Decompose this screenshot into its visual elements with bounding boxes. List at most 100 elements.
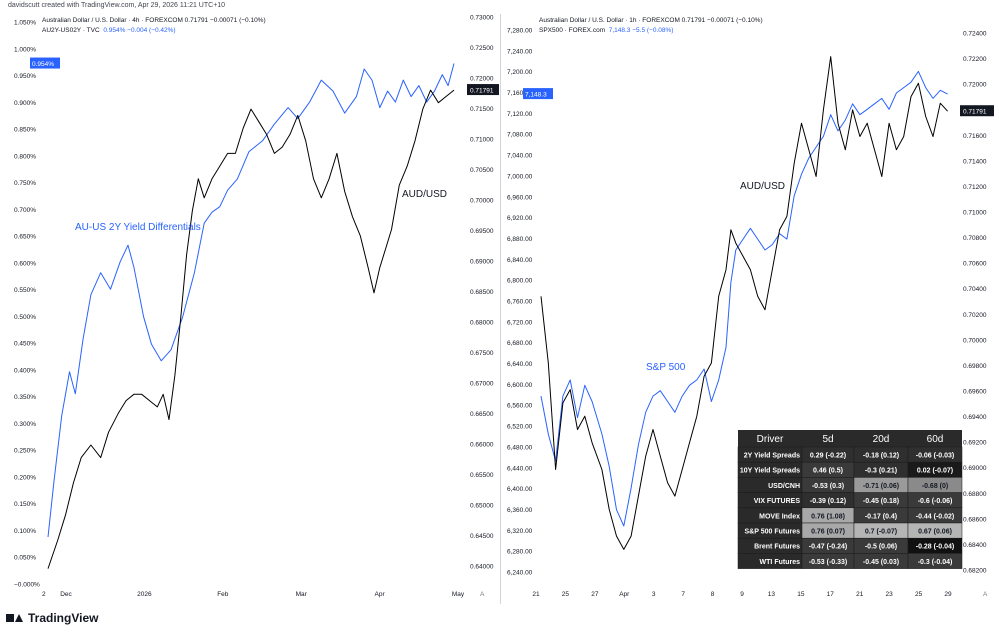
y-tick-left: 1.000% xyxy=(14,46,36,53)
x-tick: Apr xyxy=(619,591,630,598)
y-tick-left: 6,560.00 xyxy=(507,403,533,410)
y-tick-right: 0.69000 xyxy=(470,259,494,266)
legend-right-series2-values: 7,148.3 −5.5 (−0.08%) xyxy=(608,27,674,34)
y-tick-right: 0.72000 xyxy=(963,82,987,89)
badge-left-value: 7,148.3 xyxy=(525,92,547,99)
y-tick-left: 6,760.00 xyxy=(507,299,533,306)
table-header-label: 20d xyxy=(873,434,890,445)
legend-right-series2-name: SPX500 · FOREX.com xyxy=(539,27,606,34)
table-value: 0.7 (-0.07) xyxy=(865,529,897,536)
x-tick: Apr xyxy=(375,591,386,598)
legend-left: Australian Dollar / U.S. Dollar · 4h · F… xyxy=(42,16,266,36)
x-tick: 21 xyxy=(532,591,540,598)
y-tick-right: 0.71600 xyxy=(963,133,987,140)
y-tick-right: 0.70000 xyxy=(963,337,987,344)
annotation-blue: S&P 500 xyxy=(646,362,686,373)
table-value: -0.39 (0.12) xyxy=(810,498,846,505)
y-tick-left: 0.550% xyxy=(14,287,36,294)
table-value: 0.67 (0.06) xyxy=(918,529,952,536)
table-value: 0.76 (0.07) xyxy=(811,529,845,536)
y-tick-left: 6,680.00 xyxy=(507,340,533,347)
y-tick-right: 0.66000 xyxy=(470,442,494,449)
table-value: -0.5 (0.06) xyxy=(865,544,897,551)
y-tick-right: 0.69200 xyxy=(963,440,987,447)
table-row-label: S&P 500 Futures xyxy=(744,529,800,536)
y-tick-right: 0.72500 xyxy=(470,45,494,52)
x-tick: 8 xyxy=(711,591,715,598)
y-tick-right: 0.69500 xyxy=(470,228,494,235)
table-value: -0.47 (-0.24) xyxy=(809,544,848,551)
y-tick-right: 0.71400 xyxy=(963,158,987,165)
credit-line: davidscutt created with TradingView.com,… xyxy=(8,2,226,9)
y-tick-right: 0.71000 xyxy=(963,210,987,217)
y-tick-right: 0.64500 xyxy=(470,533,494,540)
y-tick-left: 7,160.00 xyxy=(507,90,533,97)
y-tick-left: 6,360.00 xyxy=(507,507,533,514)
table-cell xyxy=(907,553,963,569)
table-value: -0.44 (-0.02) xyxy=(916,513,955,520)
y-tick-left: 6,720.00 xyxy=(507,319,533,326)
y-tick-left: 0.150% xyxy=(14,501,36,508)
y-tick-left: 6,240.00 xyxy=(507,570,533,577)
tradingview-brand[interactable]: TradingView xyxy=(6,611,98,625)
table-header-label: 5d xyxy=(822,434,833,445)
y-tick-left: 1.050% xyxy=(14,20,36,27)
table-row-label: VIX FUTURES xyxy=(754,498,801,505)
legend-right-line1: Australian Dollar / U.S. Dollar · 1h · F… xyxy=(539,17,763,24)
y-tick-left: 6,920.00 xyxy=(507,215,533,222)
x-edge-right: A xyxy=(983,591,988,598)
badge-right-bg xyxy=(467,84,501,96)
y-tick-left: 7,120.00 xyxy=(507,111,533,118)
table-value: -0.53 (-0.33) xyxy=(809,559,848,566)
y-tick-left: 6,400.00 xyxy=(507,486,533,493)
x-tick: 23 xyxy=(886,591,894,598)
blue-series-line xyxy=(540,70,948,527)
table-value: -0.28 (-0.04) xyxy=(916,544,955,551)
y-tick-left: 0.650% xyxy=(14,234,36,241)
table-header-cell xyxy=(738,430,802,447)
y-tick-left: 0.800% xyxy=(14,153,36,160)
badge-right-value: 0.71791 xyxy=(963,109,987,116)
y-tick-left: 0.200% xyxy=(14,474,36,481)
y-tick-right: 0.70800 xyxy=(963,235,987,242)
y-tick-right: 0.69800 xyxy=(963,363,987,370)
x-tick: 17 xyxy=(827,591,835,598)
y-tick-right: 0.70600 xyxy=(963,261,987,268)
table-value: 0.02 (-0.07) xyxy=(917,468,953,475)
chart-panel-left[interactable]: Australian Dollar / U.S. Dollar · 4h · F… xyxy=(0,14,501,604)
table-value: 0.76 (1.08) xyxy=(811,513,845,520)
y-tick-left: 0.050% xyxy=(14,555,36,562)
y-tick-right: 0.68400 xyxy=(963,542,987,549)
y-tick-right: 0.69400 xyxy=(963,414,987,421)
y-tick-right: 0.73000 xyxy=(470,15,494,22)
y-tick-right: 0.71500 xyxy=(470,106,494,113)
x-tick: 29 xyxy=(944,591,952,598)
table-row-label: 2Y Yield Spreads xyxy=(744,453,800,460)
y-tick-right: 0.72000 xyxy=(470,76,494,83)
y-tick-right: 0.67000 xyxy=(470,381,494,388)
y-tick-right: 0.68600 xyxy=(963,516,987,523)
y-tick-left: 0.750% xyxy=(14,180,36,187)
table-value: -0.45 (0.03) xyxy=(863,559,899,566)
y-tick-left: −0.000% xyxy=(14,582,40,589)
table-row-label: WTI Futures xyxy=(760,559,801,566)
panel-divider[interactable] xyxy=(500,14,501,604)
y-tick-left: 6,600.00 xyxy=(507,382,533,389)
legend-left-series2-values: 0.954% −0.004 (−0.42%) xyxy=(103,27,176,34)
legend-right: Australian Dollar / U.S. Dollar · 1h · F… xyxy=(539,16,763,36)
x-tick: 25 xyxy=(915,591,923,598)
chart-right[interactable]: 7,280.00 7,240.00 7,200.00 7,160.00 7,120.00… xyxy=(503,14,999,604)
chart-panel-right[interactable]: Australian Dollar / U.S. Dollar · 1h · F… xyxy=(503,14,999,604)
y-tick-left: 0.900% xyxy=(14,100,36,107)
chart-left[interactable]: 1.050% 1.000% 0.950% 0.900% 0.850% 0.800% 0.75… xyxy=(0,14,501,604)
y-tick-left: 6,960.00 xyxy=(507,194,533,201)
table-value: -0.17 (0.4) xyxy=(865,513,897,520)
x-tick: 7 xyxy=(681,591,685,598)
y-tick-right: 0.72400 xyxy=(963,31,987,38)
y-tick-right: 0.68500 xyxy=(470,289,494,296)
y-tick-left: 0.100% xyxy=(14,528,36,535)
table-value: -0.18 (0.12) xyxy=(863,453,899,460)
y-tick-right: 0.68800 xyxy=(963,491,987,498)
y-tick-left: 6,520.00 xyxy=(507,424,533,431)
annotation-black: AUD/USD xyxy=(402,189,447,200)
